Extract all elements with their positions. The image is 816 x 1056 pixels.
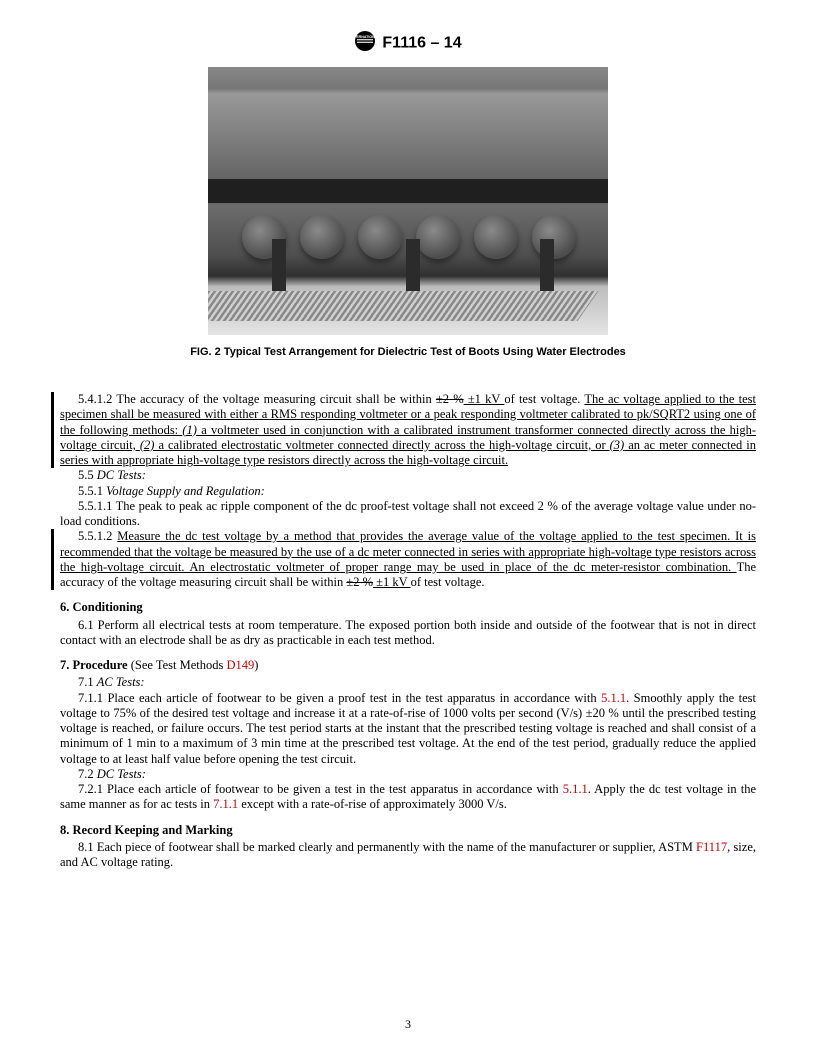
text: 5.4.1.2 The accuracy of the voltage meas… <box>78 392 436 406</box>
deleted-text: ±2 % <box>436 392 464 406</box>
para-7-1-1: 7.1.1 Place each article of footwear to … <box>60 691 756 767</box>
deleted-text: ±2 % <box>346 575 373 589</box>
text: of test voltage. <box>504 392 584 406</box>
text: of test voltage. <box>411 575 485 589</box>
ref-7-1-1: 7.1.1 <box>213 797 238 811</box>
heading-7: 7. Procedure (See Test Methods D149) <box>60 658 756 673</box>
text: 7. Procedure <box>60 658 131 672</box>
change-bar-5512: 5.5.1.2 Measure the dc test voltage by a… <box>51 529 756 590</box>
text: (See Test Methods D149) <box>131 658 259 672</box>
figure-2: FIG. 2 Typical Test Arrangement for Diel… <box>60 67 756 358</box>
para-6-1: 6.1 Perform all electrical tests at room… <box>60 618 756 649</box>
text: except with a rate-of-rise of approximat… <box>238 797 507 811</box>
page-header: INTERNATIONAL F1116 – 14 <box>60 30 756 57</box>
text: 7.1.1 Place each article of footwear to … <box>78 691 601 705</box>
heading-5-5-1: 5.5.1 Voltage Supply and Regulation: <box>60 484 756 499</box>
inserted-text: ±1 kV <box>373 575 411 589</box>
text: 7.2.1 Place each article of footwear to … <box>78 782 563 796</box>
body-text: 5.4.1.2 The accuracy of the voltage meas… <box>60 392 756 870</box>
text: 8.1 Each piece of footwear shall be mark… <box>78 840 696 854</box>
ref-5-1-1: 5.1.1 <box>601 691 626 705</box>
para-5-5-1-2: 5.5.1.2 Measure the dc test voltage by a… <box>60 529 756 590</box>
heading-5-5: 5.5 DC Tests: <box>60 468 756 483</box>
ref-f1117: F1117 <box>696 840 727 854</box>
figure-2-image <box>208 67 608 335</box>
ref-d149: D149 <box>226 658 254 672</box>
page-number: 3 <box>0 1017 816 1032</box>
heading-8: 8. Record Keeping and Marking <box>60 823 756 838</box>
text: 5.5.1.2 <box>78 529 117 543</box>
ref-5-1-1: 5.1.1 <box>563 782 588 796</box>
change-bar-5412: 5.4.1.2 The accuracy of the voltage meas… <box>51 392 756 468</box>
para-7-2-1: 7.2.1 Place each article of footwear to … <box>60 782 756 813</box>
figure-2-caption: FIG. 2 Typical Test Arrangement for Diel… <box>60 346 756 358</box>
heading-6: 6. Conditioning <box>60 600 756 615</box>
svg-text:INTERNATIONAL: INTERNATIONAL <box>354 35 376 39</box>
para-5-4-1-2: 5.4.1.2 The accuracy of the voltage meas… <box>60 392 756 468</box>
astm-logo-icon: INTERNATIONAL <box>354 30 376 57</box>
inserted-text: ±1 kV <box>464 392 505 406</box>
heading-7-2: 7.2 DC Tests: <box>60 767 756 782</box>
inserted-text: Measure the dc test voltage by a method … <box>60 529 756 574</box>
standard-id: F1116 – 14 <box>382 35 461 52</box>
para-8-1: 8.1 Each piece of footwear shall be mark… <box>60 840 756 871</box>
heading-7-1: 7.1 AC Tests: <box>60 675 756 690</box>
para-5-5-1-1: 5.5.1.1 The peak to peak ac ripple compo… <box>60 499 756 530</box>
